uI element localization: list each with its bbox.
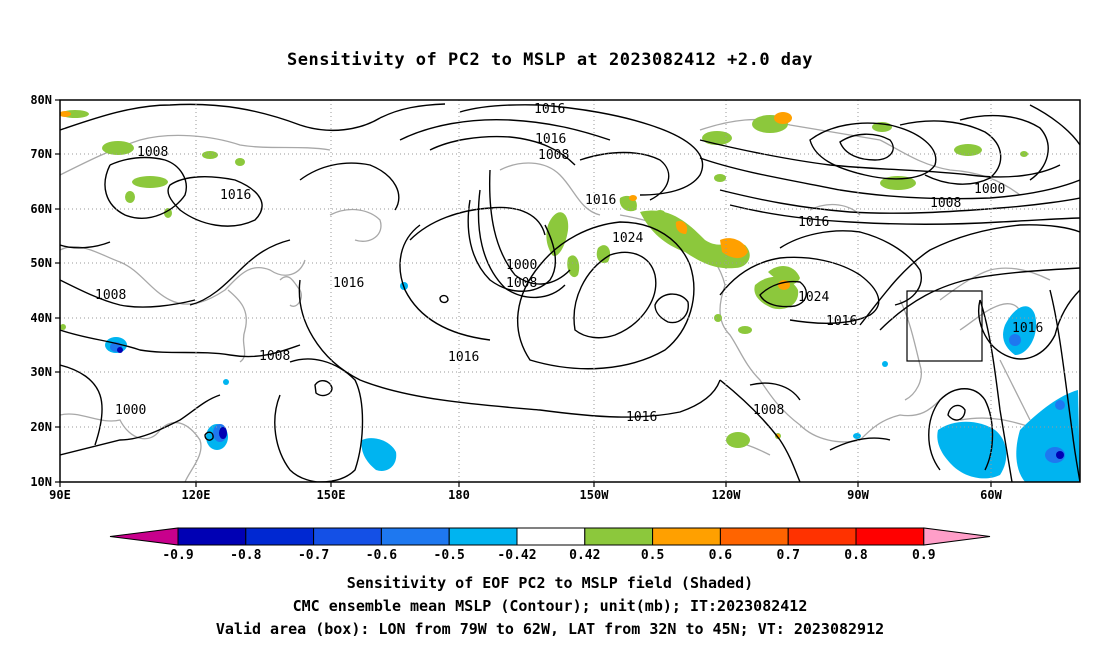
lon-tick-label: 150E [317, 488, 346, 502]
lat-tick-label: 60N [30, 202, 52, 216]
valid-area-box [906, 290, 983, 362]
colorbar-label: -0.8 [230, 548, 261, 563]
colorbar-label: -0.6 [366, 548, 397, 563]
colorbar-label: -0.7 [298, 548, 329, 563]
colorbar-label: -0.5 [434, 548, 465, 563]
colorbar-segment [855, 527, 925, 546]
lon-tick-label: 90W [847, 488, 869, 502]
shaded-sensitivity [60, 110, 1080, 482]
contour-label: 1008 [137, 145, 168, 160]
lon-tick-label: 120W [712, 488, 742, 502]
map-title: Sensitivity of PC2 to MSLP at 2023082412… [286, 50, 813, 70]
colorbar-label: 0.7 [776, 548, 799, 563]
colorbar-segment [245, 527, 315, 546]
contour-label: 1016 [534, 102, 565, 117]
plot-area: 1016 1016 1008 1008 1016 1016 1024 1000 … [60, 100, 1080, 482]
colorbar-label: -0.9 [162, 548, 193, 563]
contour-label: 1000 [974, 182, 1005, 197]
lat-tick-label: 80N [30, 93, 52, 107]
contour-label: 1008 [538, 148, 569, 163]
colorbar-segment [787, 527, 857, 546]
contour-label: 1016 [333, 276, 364, 291]
lon-tick-label: 180 [448, 488, 470, 502]
colorbar-arrow-high [923, 527, 991, 546]
contour-label: 1016 [448, 350, 479, 365]
contour-label: 1008 [259, 349, 290, 364]
colorbar-label: 0.8 [844, 548, 868, 563]
lat-tick-label: 10N [30, 475, 52, 489]
caption-line-2: CMC ensemble mean MSLP (Contour); unit(m… [292, 597, 808, 615]
plot-frame [59, 99, 1081, 483]
lat-tick-label: 70N [30, 147, 52, 161]
contour-label: 1008 [753, 403, 784, 418]
colorbar-segment [652, 527, 721, 546]
contour-label: 1016 [220, 188, 251, 203]
contour-label: 1008 [930, 196, 961, 211]
lat-tick-label: 40N [30, 311, 52, 325]
lat-tick-label: 20N [30, 420, 52, 434]
lon-axis: 90E 120E 150E 180 150W 120W 90W 60W [49, 482, 1003, 502]
contour-label: 1016 [1012, 321, 1043, 336]
colorbar-segment [380, 527, 450, 546]
colorbar-label: 0.42 [569, 548, 600, 563]
contour-label: 1024 [612, 231, 643, 246]
colorbar-segment [177, 527, 247, 546]
contour-label: 1024 [798, 290, 829, 305]
colorbar-label: 0.5 [641, 548, 664, 563]
lon-tick-label: 90E [49, 488, 71, 502]
lat-axis: 80N 70N 60N 50N 40N 30N 20N 10N [30, 93, 60, 489]
colorbar-segment [719, 527, 789, 546]
colorbar: -0.9 -0.8 -0.7 -0.6 -0.5 -0.42 0.42 0.5 0.6 0.7 0.… [109, 527, 991, 563]
lat-tick-label: 30N [30, 365, 52, 379]
lon-tick-label: 120E [182, 488, 211, 502]
contour-label: 1016 [626, 410, 657, 425]
colorbar-segment [313, 527, 382, 546]
colorbar-segment [584, 527, 654, 546]
mslp-contours [60, 103, 1080, 482]
contour-label: 1016 [585, 193, 616, 208]
colorbar-arrow-low [109, 527, 179, 546]
colorbar-segment [448, 527, 518, 546]
caption-line-1: Sensitivity of EOF PC2 to MSLP field (Sh… [346, 574, 754, 592]
contour-label: 1016 [535, 132, 566, 147]
caption-line-3: Valid area (box): LON from 79W to 62W, L… [215, 620, 885, 638]
colorbar-segment [516, 527, 586, 546]
colorbar-label: 0.6 [709, 548, 733, 563]
lat-tick-label: 50N [30, 256, 52, 270]
contour-label: 1016 [826, 314, 857, 329]
colorbar-label: -0.42 [497, 548, 536, 563]
contour-label: 1008 [95, 288, 126, 303]
contour-label: 1000 [506, 258, 537, 273]
lon-tick-label: 150W [580, 488, 610, 502]
contour-labels: 1016 1016 1008 1008 1016 1016 1024 1000 … [95, 102, 1043, 425]
colorbar-label: 0.9 [912, 548, 935, 563]
contour-label: 1016 [798, 215, 829, 230]
contour-label: 1008 [506, 276, 537, 291]
lon-tick-label: 60W [980, 488, 1002, 502]
contour-label: 1000 [115, 403, 146, 418]
